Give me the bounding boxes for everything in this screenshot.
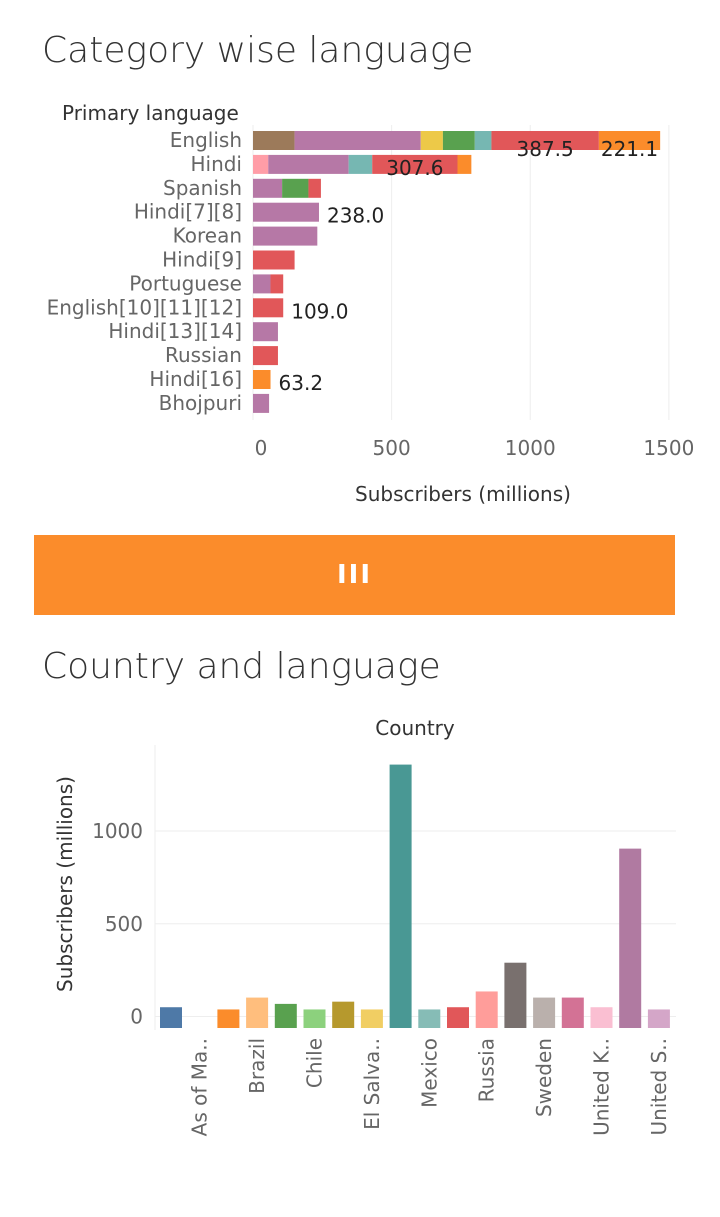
bar-segment bbox=[598, 131, 661, 150]
bar bbox=[418, 1009, 441, 1028]
bar-segment bbox=[474, 131, 492, 150]
y-tick-label: 1000 bbox=[92, 819, 143, 843]
data-label: 307.6 bbox=[386, 156, 443, 180]
bar-segment bbox=[372, 154, 458, 174]
data-label: 109.0 bbox=[291, 299, 348, 323]
bar bbox=[447, 1007, 469, 1028]
bar-segment bbox=[420, 131, 443, 150]
bar-segment bbox=[348, 154, 373, 174]
bar-segment bbox=[253, 131, 295, 150]
bar bbox=[475, 991, 498, 1028]
y-category-label: Korean bbox=[173, 224, 242, 248]
section-title-country: Country and language bbox=[42, 646, 441, 687]
bar-segment bbox=[253, 274, 271, 294]
bar bbox=[533, 997, 556, 1028]
bar-segment bbox=[270, 274, 284, 294]
x-tick-label: 1000 bbox=[505, 436, 556, 460]
x-category-label: El Salva.. bbox=[360, 1038, 384, 1130]
data-label: 238.0 bbox=[327, 204, 384, 228]
bar-segment bbox=[253, 154, 269, 174]
data-label: 63.2 bbox=[279, 371, 324, 395]
bar bbox=[647, 1009, 670, 1028]
bar-segment bbox=[442, 131, 475, 150]
x-category-label: United S.. bbox=[647, 1038, 671, 1135]
bar bbox=[619, 848, 642, 1028]
bar bbox=[561, 997, 584, 1028]
bar-segment bbox=[268, 154, 349, 174]
x-category-label: Mexico bbox=[417, 1038, 441, 1108]
y-category-label: Hindi[9] bbox=[162, 248, 242, 272]
y-category-label: Spanish bbox=[163, 176, 242, 200]
x-axis-title: Subscribers (millions) bbox=[355, 482, 571, 506]
bar bbox=[246, 997, 269, 1028]
bar-segment bbox=[253, 393, 270, 413]
x-tick-label: 500 bbox=[373, 436, 411, 460]
y-category-label: Hindi[13][14] bbox=[108, 319, 242, 343]
bar-segment bbox=[253, 178, 283, 198]
bar-segment bbox=[253, 346, 278, 366]
x-tick-label: 0 bbox=[255, 436, 268, 460]
x-category-label: As of Ma.. bbox=[188, 1038, 212, 1136]
y-axis-title: Subscribers (millions) bbox=[53, 776, 77, 992]
bar bbox=[590, 1007, 613, 1028]
orange-divider-button[interactable]: III bbox=[34, 535, 675, 615]
y-category-label: English[10][11][12] bbox=[47, 295, 242, 319]
bar-segment bbox=[282, 178, 309, 198]
language-stacked-bar-chart: 0 500 1000 1500 Primary language Subscribers … bbox=[47, 101, 695, 506]
x-category-label: Russia bbox=[475, 1038, 499, 1102]
y-category-label: Bhojpuri bbox=[159, 391, 242, 415]
bar bbox=[360, 1009, 383, 1028]
bar-segment bbox=[253, 226, 318, 246]
x-category-label: Sweden bbox=[532, 1038, 556, 1117]
bar-segment bbox=[457, 154, 472, 174]
bar-segment bbox=[491, 131, 599, 150]
bar-segment bbox=[294, 131, 421, 150]
bar bbox=[274, 1003, 297, 1028]
y-tick-label: 500 bbox=[105, 912, 143, 936]
data-label: 221.1 bbox=[601, 137, 658, 161]
bar bbox=[332, 1001, 355, 1028]
y-category-label: Russian bbox=[165, 343, 242, 367]
bar-segment bbox=[253, 250, 295, 270]
y-axis-title: Primary language bbox=[62, 101, 239, 125]
y-category-label: Hindi bbox=[190, 152, 242, 176]
y-category-label: Hindi[7][8] bbox=[134, 200, 242, 224]
section-title-category: Category wise language bbox=[42, 30, 474, 71]
bar-segment bbox=[253, 298, 284, 318]
x-category-label: Brazil bbox=[245, 1038, 269, 1094]
bar-segment bbox=[253, 370, 271, 389]
chart-header: Country bbox=[375, 716, 455, 740]
bar bbox=[389, 764, 412, 1028]
y-category-label: Portuguese bbox=[129, 271, 242, 295]
bar bbox=[504, 962, 527, 1028]
bar-segment bbox=[308, 178, 321, 198]
divider-label: III bbox=[336, 560, 373, 590]
bar-segment bbox=[253, 322, 278, 342]
x-category-label: Chile bbox=[303, 1038, 327, 1088]
y-category-label: Hindi[16] bbox=[149, 367, 242, 391]
bar bbox=[160, 1007, 182, 1028]
y-category-label: English bbox=[170, 128, 242, 152]
x-category-label: United K.. bbox=[590, 1038, 614, 1136]
bar bbox=[217, 1009, 240, 1028]
data-label: 387.5 bbox=[517, 137, 574, 161]
bar bbox=[303, 1009, 326, 1028]
bar-segment bbox=[253, 202, 319, 222]
x-tick-label: 1500 bbox=[643, 436, 694, 460]
y-tick-label: 0 bbox=[130, 1005, 143, 1029]
